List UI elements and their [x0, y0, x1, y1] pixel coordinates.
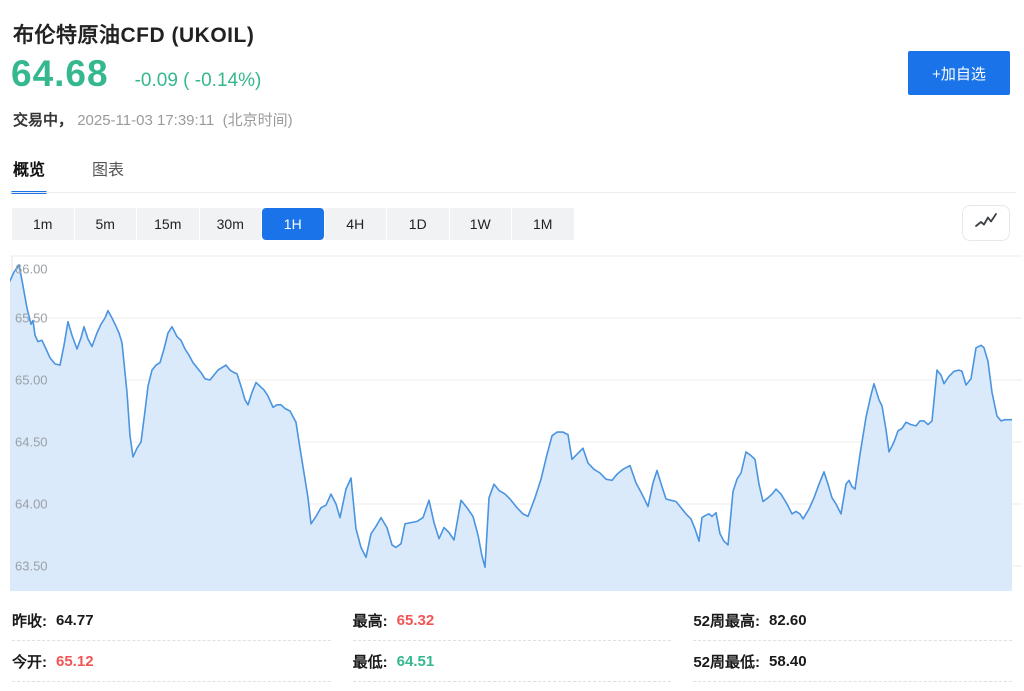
timeframe-1h[interactable]: 1H	[262, 208, 324, 240]
y-tick-label: 65.50	[15, 310, 48, 326]
timeframe-5m[interactable]: 5m	[74, 208, 136, 240]
tabs-divider	[10, 192, 1016, 193]
line-chart-icon	[973, 212, 999, 235]
stat-52w-low: 52周最低: 58.40	[693, 641, 1012, 682]
price-row: 64.68 -0.09 ( -0.14%)	[11, 53, 261, 95]
trading-status-row: 交易中， 2025-11-03 17:39:11 (北京时间)	[13, 109, 293, 130]
y-tick-label: 65.00	[15, 372, 48, 388]
y-tick-label: 64.00	[15, 496, 48, 512]
timeframe-1m-month[interactable]: 1M	[512, 208, 574, 240]
stat-52w-high: 52周最高: 82.60	[693, 600, 1012, 641]
chart-style-button[interactable]	[962, 205, 1010, 241]
y-tick-label: 63.50	[15, 558, 48, 574]
stat-day-low: 最低: 64.51	[352, 641, 672, 682]
timeframe-30m[interactable]: 30m	[199, 208, 261, 240]
view-tabs: 概览 图表	[10, 156, 125, 194]
stats-grid: 昨收: 64.77 最高: 65.32 52周最高: 82.60 今开: 65.…	[12, 600, 1012, 682]
timeframe-1d[interactable]: 1D	[387, 208, 449, 240]
timeframe-1m[interactable]: 1m	[12, 208, 74, 240]
tab-overview[interactable]: 概览	[10, 156, 48, 194]
price-area-chart-svg	[10, 255, 1022, 591]
quote-timestamp: 2025-11-03 17:39:11	[77, 112, 215, 129]
stat-open: 今开: 65.12	[12, 641, 331, 682]
price-change: -0.09 ( -0.14%)	[134, 70, 262, 91]
stat-prev-close: 昨收: 64.77	[12, 600, 331, 641]
y-tick-label: 66.00	[15, 261, 48, 277]
y-tick-label: 64.50	[15, 434, 48, 450]
page-title: 布伦特原油CFD (UKOIL)	[13, 24, 255, 47]
timeframe-15m[interactable]: 15m	[137, 208, 199, 240]
tab-chart[interactable]: 图表	[92, 162, 125, 179]
timeframe-1w[interactable]: 1W	[449, 208, 511, 240]
last-price: 64.68	[11, 53, 109, 94]
quote-timezone-label: (北京时间)	[222, 112, 293, 129]
add-watchlist-button[interactable]: +加自选	[908, 51, 1010, 95]
stat-day-high: 最高: 65.32	[352, 600, 672, 641]
timeframe-4h[interactable]: 4H	[324, 208, 386, 240]
trading-status: 交易中，	[13, 112, 74, 129]
timeframe-bar: 1m 5m 15m 30m 1H 4H 1D 1W 1M	[12, 208, 574, 240]
